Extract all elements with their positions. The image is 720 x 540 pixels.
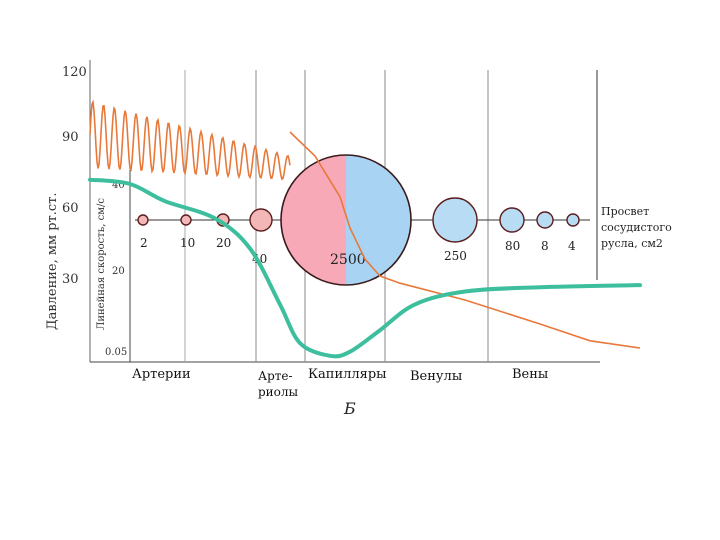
lumen-circle-4 (566, 213, 580, 227)
lumen-labels: 2 10 20 40 2500 250 80 8 4 (140, 236, 576, 268)
lumen-label: 80 (505, 239, 520, 253)
region-label-arterioles-2: риолы (258, 385, 299, 399)
lumen-label: 8 (541, 239, 549, 253)
pressure-axis-title: Давление, мм рт.ст. (45, 193, 60, 330)
pressure-tick-label: 120 (62, 65, 87, 80)
lumen-circle-80 (499, 207, 525, 233)
velocity-tick-label: 20 (112, 266, 125, 277)
lumen-title-line: сосудистого (601, 221, 672, 234)
region-label-arteries: Артерии (132, 367, 191, 382)
region-label-venules: Венулы (410, 369, 462, 384)
lumen-circle-250 (432, 197, 478, 243)
capillary-circle-left (281, 155, 346, 285)
lumen-label: 2 (140, 236, 148, 250)
lumen-label: 250 (444, 249, 467, 263)
velocity-line (88, 177, 642, 359)
region-labels: Артерии Арте- риолы Капилляры Венулы Вен… (132, 367, 548, 399)
lumen-label: 4 (568, 239, 576, 253)
pressure-tick-label: 60 (62, 201, 79, 216)
pressure-oscillation-line (89, 99, 291, 181)
lumen-label: 2500 (330, 252, 366, 268)
velocity-ticks: 40 20 0.05 (105, 180, 127, 358)
velocity-axis-title: Линейная скорость, см/с (96, 198, 107, 330)
lumen-title-line: русла, см2 (601, 237, 663, 250)
lumen-circle-40 (249, 208, 273, 232)
velocity-tick-label: 40 (112, 180, 125, 191)
region-label-arterioles-1: Арте- (258, 369, 293, 383)
lumen-circle-10 (180, 214, 192, 226)
lumen-label: 20 (216, 236, 231, 250)
region-label-veins: Вены (512, 367, 548, 382)
velocity-tick-label: 0.05 (105, 347, 127, 358)
capillary-circle-outline (280, 154, 412, 286)
lumen-circle-8 (536, 211, 554, 229)
lumen-circle-2 (137, 214, 149, 226)
figure-subtitle: Б (343, 399, 356, 418)
region-label-capillaries: Капилляры (308, 367, 387, 382)
series-layer (88, 99, 642, 359)
lumen-title: Просвет сосудистого русла, см2 (601, 205, 672, 250)
lumen-label: 10 (180, 236, 195, 250)
pressure-tick-label: 90 (62, 130, 79, 145)
pressure-ticks: 120 90 60 30 (62, 65, 87, 287)
pressure-tick-label: 30 (62, 272, 79, 287)
pressure-line (289, 131, 641, 349)
lumen-title-line: Просвет (601, 205, 649, 218)
